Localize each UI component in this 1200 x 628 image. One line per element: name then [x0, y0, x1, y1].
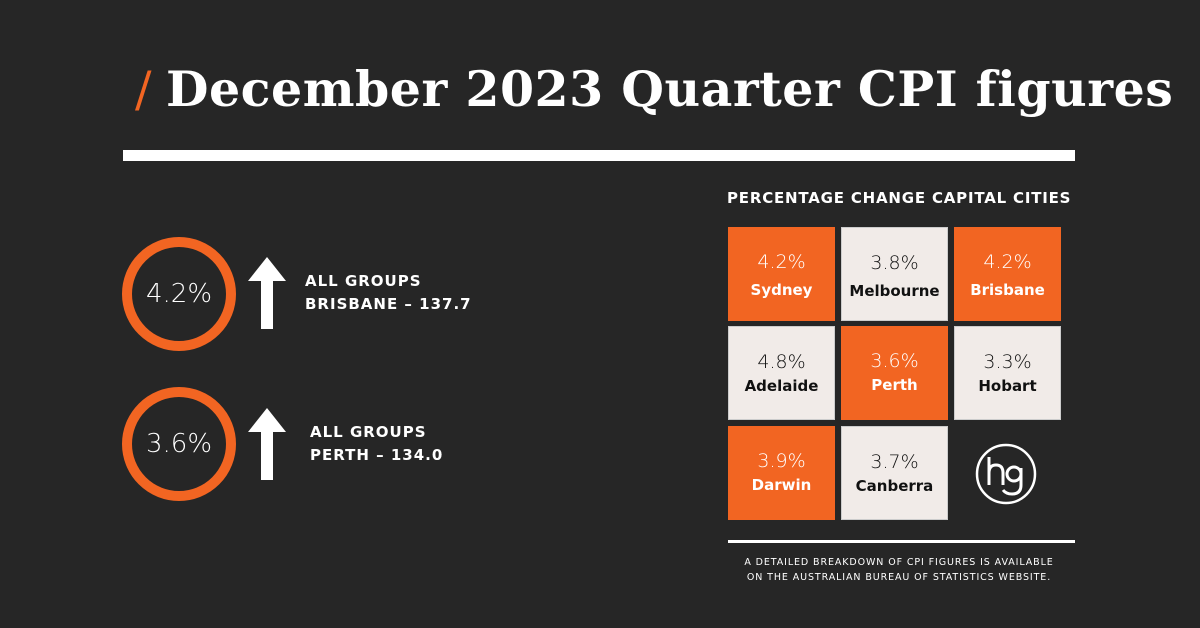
city-name: Adelaide — [744, 377, 819, 395]
city-name: Canberra — [855, 477, 934, 495]
city-cell-brisbane: 4.2% Brisbane — [954, 227, 1061, 321]
perth-label: ALL GROUPS PERTH – 134.0 — [310, 421, 443, 467]
city-percent: 3.8% — [870, 252, 919, 274]
city-cell-melbourne: 3.8% Melbourne — [841, 227, 948, 321]
brisbane-label: ALL GROUPS BRISBANE – 137.7 — [305, 270, 472, 316]
perth-percent-ring: 3.6% — [122, 387, 236, 501]
footnote: A DETAILED BREAKDOWN OF CPI FIGURES IS A… — [728, 555, 1070, 585]
city-percent: 3.3% — [983, 351, 1032, 373]
city-percent: 3.7% — [870, 451, 919, 473]
perth-percent: 3.6% — [145, 429, 213, 459]
brisbane-label-line2: BRISBANE – 137.7 — [305, 295, 472, 313]
city-percent: 4.2% — [983, 251, 1032, 273]
perth-label-line1: ALL GROUPS — [310, 423, 427, 441]
city-cell-canberra: 3.7% Canberra — [841, 426, 948, 520]
city-name: Melbourne — [849, 282, 940, 300]
footnote-line1: A DETAILED BREAKDOWN OF CPI FIGURES IS A… — [744, 557, 1054, 568]
brisbane-label-line1: ALL GROUPS — [305, 272, 422, 290]
brisbane-percent: 4.2% — [145, 279, 213, 309]
city-name: Sydney — [750, 281, 813, 299]
brisbane-percent-ring: 4.2% — [122, 237, 236, 351]
city-name: Darwin — [751, 476, 812, 494]
city-name: Brisbane — [970, 281, 1045, 299]
city-cell-hobart: 3.3% Hobart — [954, 326, 1061, 420]
footnote-line2: ON THE AUSTRALIAN BUREAU OF STATISTICS W… — [746, 572, 1052, 583]
footer-divider — [728, 540, 1075, 543]
city-percent: 4.2% — [757, 251, 806, 273]
arrow-up-icon — [248, 257, 286, 329]
perth-label-line2: PERTH – 134.0 — [310, 446, 444, 464]
city-name: Hobart — [978, 377, 1037, 395]
city-percent: 3.6% — [870, 350, 919, 372]
city-cell-perth: 3.6% Perth — [841, 326, 948, 420]
city-percent: 3.9% — [757, 450, 806, 472]
city-name: Perth — [871, 376, 918, 394]
title-divider — [123, 150, 1075, 161]
hg-logo — [975, 443, 1037, 505]
city-cell-sydney: 4.2% Sydney — [728, 227, 835, 321]
grid-heading: PERCENTAGE CHANGE CAPITAL CITIES — [727, 189, 1072, 207]
title-slash: / — [135, 61, 153, 118]
city-cell-adelaide: 4.8% Adelaide — [728, 326, 835, 420]
city-cell-darwin: 3.9% Darwin — [728, 426, 835, 520]
city-percent: 4.8% — [757, 351, 806, 373]
page-title: / December 2023 Quarter CPI figures — [135, 60, 1173, 118]
arrow-up-icon — [248, 408, 286, 480]
title-text: December 2023 Quarter CPI figures — [166, 60, 1174, 118]
